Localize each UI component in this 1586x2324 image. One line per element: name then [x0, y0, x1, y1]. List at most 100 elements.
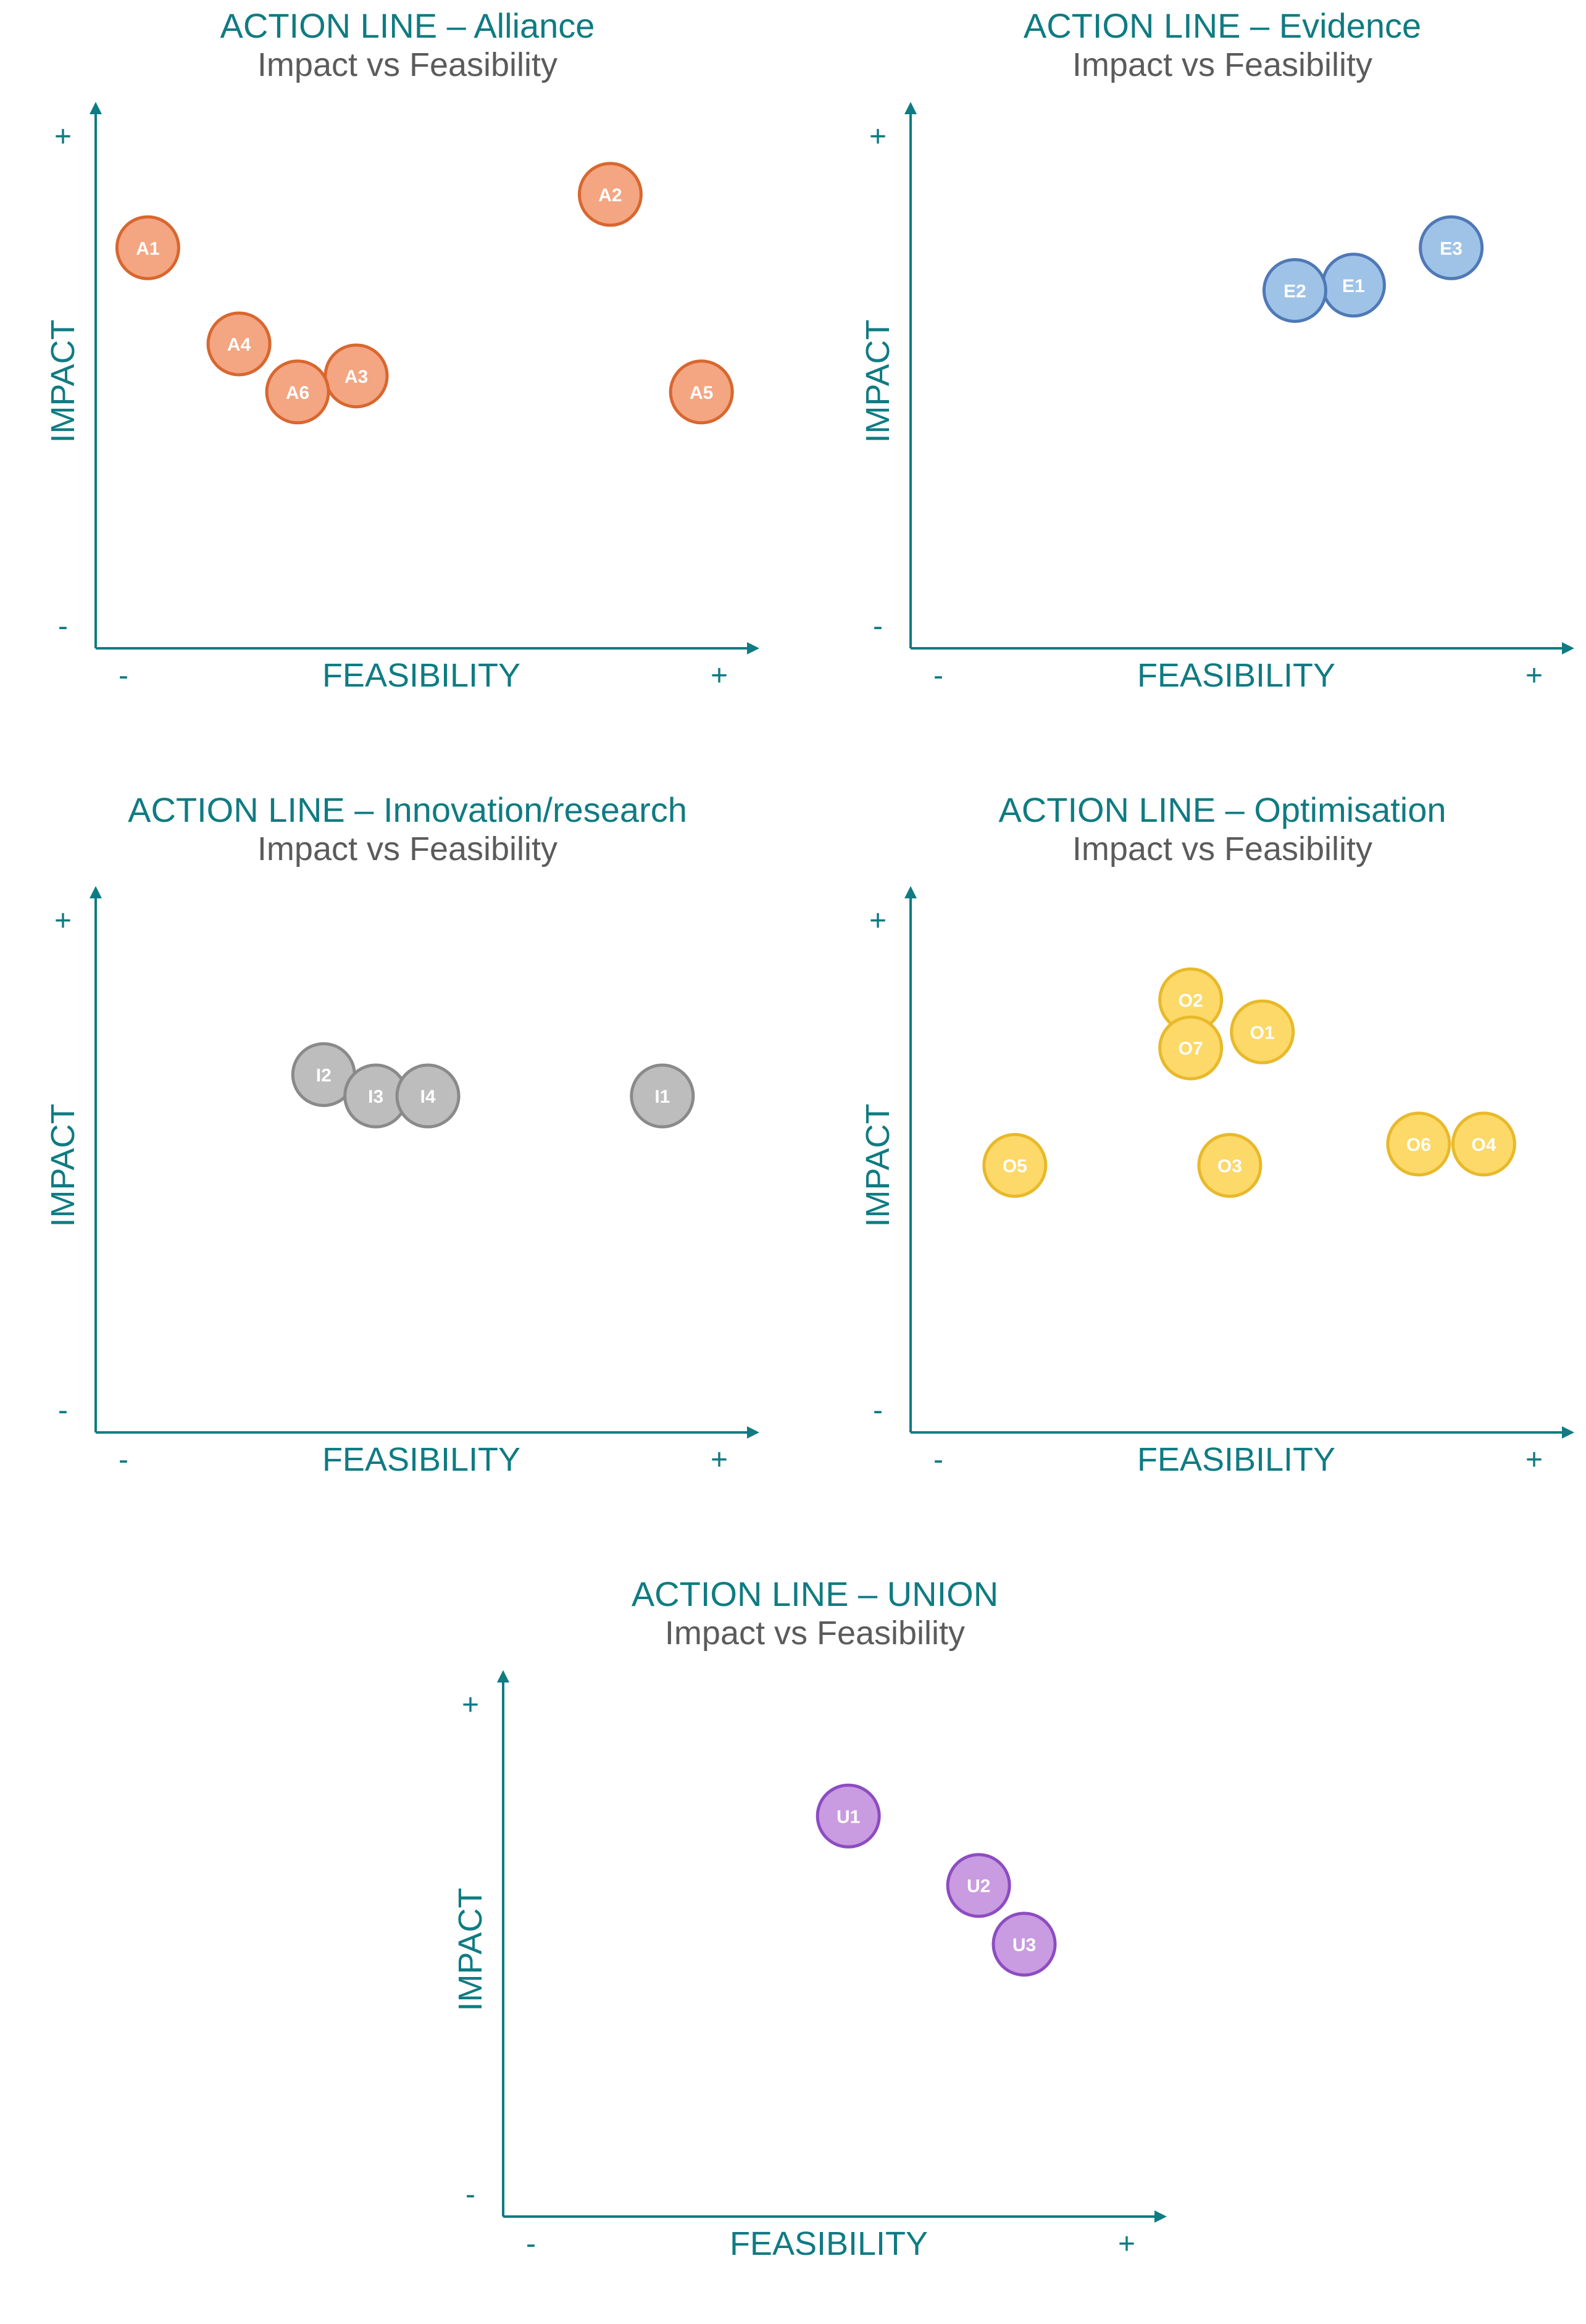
- x-axis-label: FEASIBILITY: [322, 1441, 520, 1478]
- y-axis-plus-sign: +: [869, 905, 887, 937]
- y-axis-plus-sign: +: [869, 120, 887, 153]
- data-point-marker: [265, 359, 330, 425]
- data-point-label: I4: [420, 1087, 436, 1107]
- data-point-a4: A4: [206, 311, 272, 377]
- x-axis-minus-sign: -: [933, 1444, 943, 1476]
- data-point-i3: I3: [343, 1063, 409, 1129]
- y-axis-minus-sign: -: [873, 610, 883, 643]
- data-point-marker: [1262, 257, 1327, 323]
- x-axis-minus-sign: -: [119, 659, 128, 692]
- data-point-label: A5: [690, 383, 713, 403]
- data-point-u3: U3: [991, 1912, 1057, 1977]
- x-axis-plus-sign: +: [1525, 1444, 1543, 1476]
- chart-subtitle: Impact vs Feasibility: [1072, 46, 1373, 83]
- data-point-marker: [1419, 215, 1484, 280]
- data-point-marker: [1451, 1111, 1516, 1177]
- x-axis-plus-sign: +: [1118, 2228, 1135, 2260]
- chart-panel-optimisation: ACTION LINE – Optimisation Impact vs Fea…: [852, 784, 1586, 1525]
- data-point-marker: [669, 359, 734, 425]
- data-point-marker: [206, 311, 272, 377]
- x-axis-minus-sign: -: [933, 659, 943, 692]
- data-point-marker: [991, 1912, 1057, 1977]
- y-axis-minus-sign: -: [465, 2178, 475, 2211]
- data-point-label: I1: [654, 1087, 670, 1107]
- data-point-i2: I2: [291, 1042, 356, 1107]
- chart-title: ACTION LINE – UNION: [631, 1574, 999, 1613]
- chart-subtitle: Impact vs Feasibility: [257, 830, 558, 867]
- y-axis-label: IMPACT: [859, 320, 896, 443]
- data-point-label: O1: [1250, 1022, 1275, 1043]
- data-point-label: U3: [1012, 1935, 1036, 1955]
- data-point-label: A6: [286, 383, 309, 403]
- x-axis-plus-sign: +: [1525, 659, 1543, 692]
- data-point-marker: [630, 1063, 695, 1129]
- data-point-i1: I1: [630, 1063, 695, 1129]
- data-point-marker: [946, 1853, 1011, 1918]
- chart-panel-alliance: ACTION LINE – Alliance Impact vs Feasibi…: [37, 0, 778, 741]
- data-point-a2: A2: [577, 162, 643, 227]
- data-point-marker: [1230, 999, 1295, 1064]
- data-point-label: E2: [1283, 281, 1306, 301]
- data-point-marker: [577, 162, 643, 227]
- chart-title: ACTION LINE – Alliance: [220, 6, 595, 45]
- x-axis-minus-sign: -: [526, 2228, 536, 2260]
- y-axis-minus-sign: -: [58, 1394, 68, 1427]
- y-axis-minus-sign: -: [873, 1394, 883, 1427]
- data-point-label: O4: [1471, 1135, 1496, 1155]
- data-point-u2: U2: [946, 1853, 1011, 1918]
- y-axis-label: IMPACT: [44, 1104, 81, 1227]
- data-point-marker: [1158, 1015, 1224, 1080]
- data-point-label: O2: [1179, 990, 1203, 1011]
- data-point-label: O6: [1406, 1135, 1431, 1155]
- y-axis-plus-sign: +: [462, 1689, 479, 1721]
- data-point-a6: A6: [265, 359, 330, 425]
- data-point-label: O5: [1003, 1156, 1027, 1177]
- x-axis-label: FEASIBILITY: [322, 657, 520, 694]
- data-point-marker: [115, 215, 180, 280]
- x-axis-plus-sign: +: [711, 1444, 728, 1476]
- data-point-marker: [1197, 1133, 1263, 1198]
- chart-panel-evidence: ACTION LINE – Evidence Impact vs Feasibi…: [852, 0, 1586, 741]
- data-point-marker: [982, 1133, 1048, 1198]
- data-point-label: I3: [368, 1087, 383, 1107]
- chart-subtitle: Impact vs Feasibility: [257, 46, 558, 83]
- scatter-plot-innovation-research: + - - + FEASIBILITY IMPACT I1 I2 I3 I4: [44, 886, 759, 1478]
- data-point-label: A1: [136, 238, 159, 259]
- y-axis-plus-sign: +: [54, 120, 72, 153]
- chart-title: ACTION LINE – Evidence: [1023, 6, 1422, 45]
- scatter-plot-evidence: + - - + FEASIBILITY IMPACT E1 E2 E3: [859, 102, 1574, 694]
- scatter-plot-optimisation: + - - + FEASIBILITY IMPACT O1 O2 O3 O4 O5 O6 O7: [859, 886, 1574, 1478]
- data-point-e3: E3: [1419, 215, 1484, 280]
- data-point-a3: A3: [323, 343, 389, 409]
- data-point-label: A3: [344, 367, 368, 387]
- data-point-o4: O4: [1451, 1111, 1516, 1177]
- data-point-label: A4: [227, 335, 251, 355]
- data-point-marker: [1386, 1111, 1451, 1177]
- chart-title: ACTION LINE – Innovation/research: [128, 790, 687, 829]
- data-point-e1: E1: [1321, 253, 1386, 318]
- x-axis-label: FEASIBILITY: [730, 2225, 928, 2262]
- scatter-plot-union: + - - + FEASIBILITY IMPACT U1 U2 U3: [452, 1670, 1167, 2262]
- y-axis-label: IMPACT: [859, 1104, 896, 1227]
- data-point-label: O3: [1217, 1156, 1242, 1177]
- chart-title: ACTION LINE – Optimisation: [998, 790, 1446, 829]
- scatter-plot-alliance: + - - + FEASIBILITY IMPACT A1 A2 A3 A4 A5 A6: [44, 102, 759, 694]
- chart-subtitle: Impact vs Feasibility: [1072, 830, 1373, 867]
- data-point-label: O7: [1179, 1039, 1203, 1059]
- data-point-o7: O7: [1158, 1015, 1224, 1080]
- data-point-marker: [395, 1063, 461, 1129]
- data-point-label: E3: [1440, 238, 1463, 259]
- data-point-o5: O5: [982, 1133, 1048, 1198]
- data-point-o1: O1: [1230, 999, 1295, 1064]
- data-point-label: U1: [837, 1807, 860, 1827]
- data-point-o6: O6: [1386, 1111, 1451, 1177]
- y-axis-label: IMPACT: [452, 1888, 489, 2012]
- chart-subtitle: Impact vs Feasibility: [664, 1615, 966, 1652]
- data-point-u1: U1: [816, 1783, 881, 1849]
- x-axis-plus-sign: +: [711, 659, 728, 692]
- data-point-label: A2: [598, 185, 622, 206]
- chart-panel-innovation-research: ACTION LINE – Innovation/research Impact…: [37, 784, 778, 1525]
- x-axis-label: FEASIBILITY: [1137, 657, 1335, 694]
- x-axis-minus-sign: -: [119, 1444, 128, 1476]
- y-axis-label: IMPACT: [44, 320, 81, 443]
